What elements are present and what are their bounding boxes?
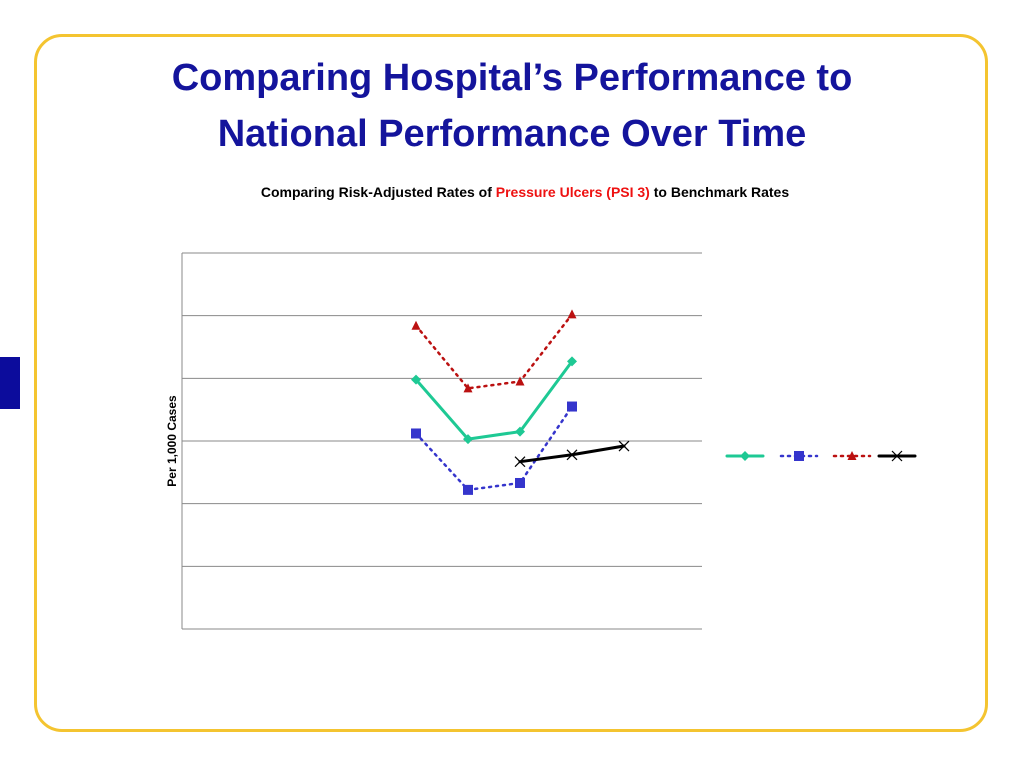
legend-entry-3: [832, 451, 872, 460]
slide-title: Comparing Hospital’s Performance to Nati…: [40, 50, 984, 162]
series-line: [414, 359, 574, 441]
data-point: [463, 484, 473, 495]
grid-layer: [182, 252, 702, 630]
series-3: [411, 309, 577, 393]
series-1: [411, 356, 577, 445]
legend-marker: [847, 451, 857, 460]
title-line-1: Comparing Hospital’s Performance to: [171, 57, 853, 99]
series-line: [414, 405, 574, 492]
side-tab: [0, 357, 20, 409]
data-point: [567, 401, 577, 412]
subtitle-prefix: Comparing Risk-Adjusted Rates of: [260, 184, 496, 200]
legend-marker: [794, 451, 804, 461]
data-point: [514, 456, 526, 468]
series-4: [514, 440, 630, 468]
series-layer: [411, 309, 630, 495]
legend-marker: [891, 450, 903, 462]
y-axis-label: Per 1,000 Cases: [165, 395, 179, 487]
data-point: [463, 383, 473, 393]
slide-frame: [34, 34, 988, 732]
data-point: [411, 320, 421, 330]
series-line: [414, 313, 574, 390]
legend-entry-2: [779, 451, 819, 461]
legend-entry-4: [877, 450, 917, 462]
series-2: [411, 401, 577, 495]
data-point: [618, 440, 630, 452]
data-point: [411, 374, 421, 385]
data-point: [515, 477, 525, 488]
title-line-2: National Performance Over Time: [217, 113, 807, 155]
data-point: [515, 426, 525, 437]
chart-subtitle: Comparing Risk-Adjusted Rates of Pressur…: [40, 184, 1010, 200]
data-point: [566, 449, 578, 461]
data-point: [463, 434, 473, 445]
subtitle-suffix: to Benchmark Rates: [649, 184, 790, 200]
data-point: [411, 428, 421, 439]
legend-marker: [740, 451, 750, 461]
data-point: [515, 376, 525, 386]
data-point: [567, 356, 577, 367]
subtitle-highlight: Pressure Ulcers (PSI 3): [495, 184, 650, 200]
data-point: [567, 309, 577, 319]
legend-entry-1: [725, 451, 765, 461]
chart-legend: [725, 450, 917, 462]
series-line: [518, 444, 626, 464]
